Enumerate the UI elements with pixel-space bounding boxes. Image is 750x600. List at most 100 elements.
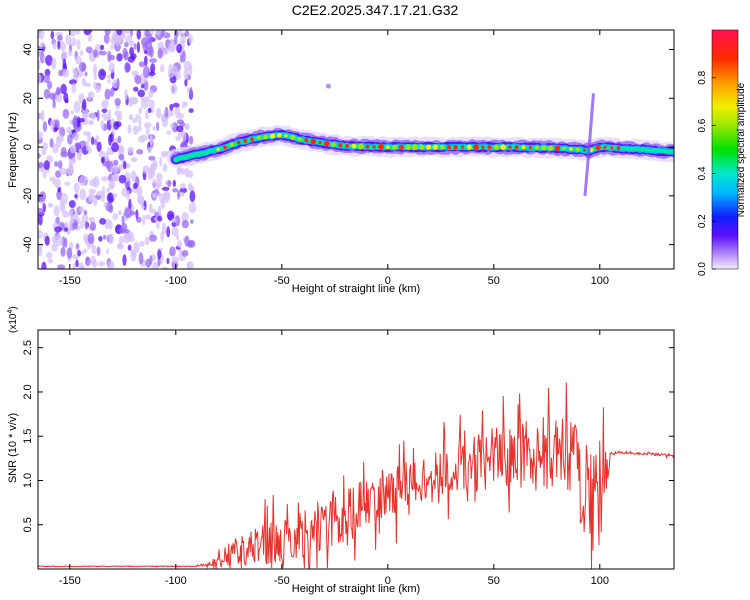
- noise-point: [176, 234, 180, 241]
- noise-point: [118, 236, 125, 244]
- noise-point: [117, 135, 122, 144]
- ridge-peak: [318, 141, 322, 145]
- noise-point: [54, 161, 59, 167]
- ridge-peak: [324, 141, 330, 147]
- noise-point: [99, 218, 107, 225]
- noise-point: [179, 183, 186, 189]
- x-tick-label: 50: [488, 575, 500, 587]
- ridge-peak: [466, 144, 472, 150]
- noise-point: [82, 131, 91, 136]
- noise-point: [42, 142, 49, 151]
- noise-point: [149, 234, 158, 242]
- noise-point: [155, 30, 161, 36]
- ridge-peak: [385, 145, 390, 150]
- x-tick-label: -150: [59, 275, 81, 287]
- noise-point: [118, 174, 127, 184]
- noise-point: [167, 180, 172, 188]
- noise-point: [77, 249, 81, 257]
- noise-point: [184, 101, 188, 107]
- noise-point: [107, 50, 112, 63]
- noise-point: [112, 212, 119, 221]
- noise-point: [72, 262, 76, 269]
- noise-point: [183, 68, 189, 80]
- noise-point: [131, 117, 138, 124]
- noise-point: [127, 244, 132, 251]
- ridge-peak: [493, 144, 499, 150]
- noise-point: [116, 30, 123, 36]
- noise-point: [157, 48, 163, 59]
- noise-point: [149, 255, 153, 265]
- noise-point: [68, 79, 77, 85]
- noise-point: [100, 120, 105, 130]
- noise-point: [123, 50, 129, 61]
- noise-point: [69, 30, 76, 37]
- ridge-peak: [521, 145, 526, 150]
- ridge-peak: [487, 145, 492, 150]
- noise-point: [45, 54, 53, 66]
- noise-point: [79, 50, 84, 57]
- ridge-peak: [547, 145, 554, 151]
- noise-point: [131, 70, 139, 76]
- noise-point: [118, 153, 125, 161]
- colorbar-label: Normalized spectral amplitude: [736, 82, 747, 217]
- noise-point: [66, 167, 75, 175]
- noise-point: [138, 106, 143, 115]
- noise-point: [133, 241, 140, 254]
- ridge-peak: [616, 146, 621, 151]
- noise-point: [176, 125, 184, 133]
- noise-point: [87, 146, 92, 155]
- noise-point: [142, 66, 150, 78]
- noise-point: [84, 256, 91, 267]
- noise-point: [114, 110, 122, 117]
- noise-point: [78, 148, 83, 156]
- noise-point: [49, 138, 54, 148]
- noise-point: [159, 193, 166, 204]
- noise-point: [166, 226, 171, 238]
- noise-point: [123, 229, 130, 234]
- noise-point: [64, 181, 71, 186]
- ridge-peak: [310, 138, 317, 145]
- noise-point: [100, 194, 106, 203]
- noise-point: [128, 231, 134, 240]
- noise-point: [81, 214, 89, 223]
- ridge-peak: [411, 144, 418, 151]
- ridge-peak: [419, 144, 425, 150]
- noise-point: [124, 62, 131, 73]
- noise-point: [132, 125, 139, 135]
- noise-point: [57, 160, 63, 170]
- noise-point: [92, 63, 98, 76]
- noise-point: [130, 157, 138, 163]
- noise-point: [140, 205, 145, 210]
- noise-point: [63, 227, 69, 232]
- colorbar-tick-label: 0.8: [697, 70, 708, 84]
- noise-point: [60, 202, 66, 214]
- noise-point: [104, 30, 111, 36]
- noise-point: [78, 206, 85, 213]
- noise-point: [98, 150, 106, 158]
- noise-point: [130, 250, 137, 262]
- noise-point: [149, 134, 153, 147]
- noise-point: [157, 249, 162, 260]
- noise-point: [135, 113, 139, 120]
- noise-point: [88, 91, 92, 101]
- spectrogram-ylabel: Frequency (Hz): [7, 112, 19, 188]
- ridge-peak: [392, 144, 398, 150]
- ridge-peak: [446, 145, 451, 150]
- noise-point: [108, 233, 114, 245]
- noise-point: [38, 113, 44, 120]
- noise-point: [92, 49, 98, 58]
- y-tick-label: 1.0: [22, 473, 34, 488]
- noise-point: [51, 243, 58, 252]
- noise-point: [184, 123, 190, 131]
- noise-point: [98, 68, 106, 81]
- noise-point: [108, 220, 113, 230]
- noise-point: [117, 242, 123, 249]
- noise-point: [93, 81, 97, 89]
- noise-point: [144, 122, 152, 129]
- noise-point: [188, 202, 197, 214]
- noise-point: [136, 149, 144, 155]
- noise-point: [127, 146, 134, 154]
- noise-point: [43, 160, 50, 171]
- noise-point: [80, 265, 86, 269]
